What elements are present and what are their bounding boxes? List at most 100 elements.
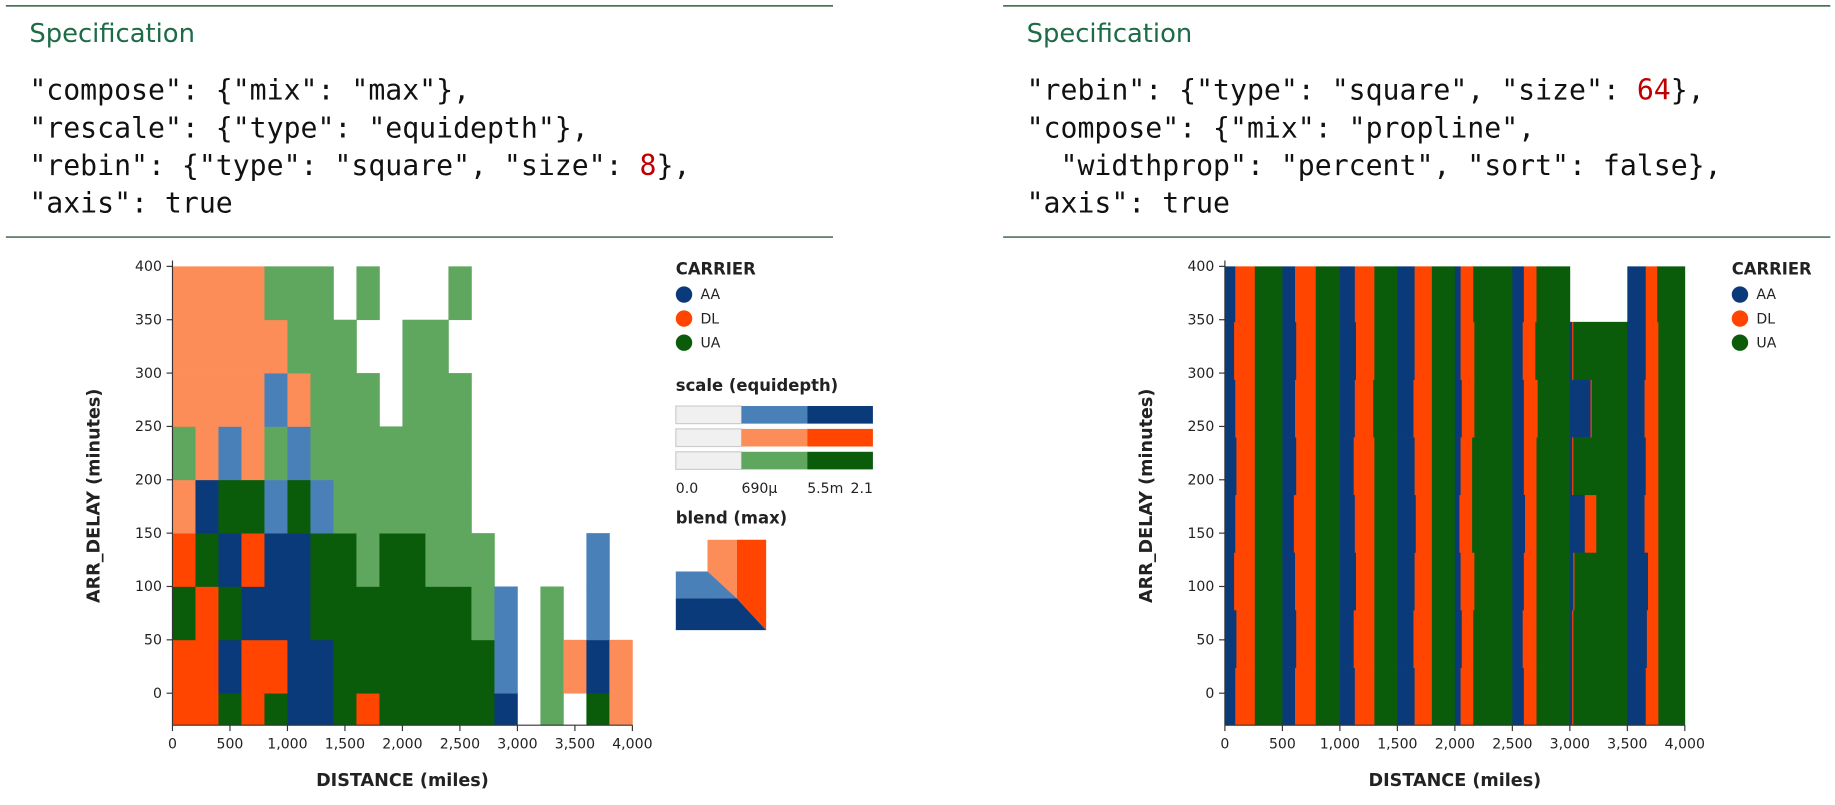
stripe <box>1236 609 1256 668</box>
stripe <box>1573 667 1628 726</box>
stripe <box>1315 667 1341 726</box>
x-tick-label: 1,000 <box>267 737 307 753</box>
cell <box>287 693 311 726</box>
code-text: "axis": true <box>29 186 232 219</box>
stripe <box>1460 667 1474 726</box>
stripe <box>1473 667 1513 726</box>
cell <box>195 373 219 427</box>
x-tick-label: 1,500 <box>325 737 365 753</box>
stripe <box>1282 494 1295 553</box>
stripe <box>1414 437 1433 496</box>
scale-title: scale (equidepth) <box>676 376 838 395</box>
cell <box>448 479 472 534</box>
cell <box>425 373 449 427</box>
stripe <box>1454 609 1463 668</box>
cell <box>563 639 587 694</box>
stripe <box>1224 552 1235 611</box>
cell <box>287 639 311 694</box>
cell <box>241 639 265 694</box>
x-tick-label: 0 <box>168 737 177 753</box>
stripe <box>1282 437 1297 496</box>
stripe <box>1536 552 1571 611</box>
stripe <box>1397 379 1414 438</box>
stripe <box>1536 667 1571 726</box>
stripe <box>1627 609 1648 668</box>
stripe <box>1460 552 1475 611</box>
stripe <box>1658 494 1686 553</box>
stripe <box>1524 494 1537 553</box>
stripe <box>1512 379 1525 438</box>
scale-segment <box>675 405 743 425</box>
cell <box>195 693 219 726</box>
stripe <box>1254 379 1283 438</box>
y-tick-label: 400 <box>1187 259 1214 275</box>
stripe <box>1644 379 1659 438</box>
cell <box>333 533 357 587</box>
cell <box>310 693 334 726</box>
stripe <box>1296 609 1317 668</box>
y-tick-label: 350 <box>1187 312 1214 328</box>
cell <box>402 533 426 587</box>
stripe <box>1293 494 1317 553</box>
stripe <box>1454 667 1461 726</box>
cell <box>379 533 403 587</box>
legend-swatch <box>1731 286 1749 303</box>
stripe <box>1644 494 1659 553</box>
x-tick-label: 500 <box>217 737 244 753</box>
cell <box>287 426 311 481</box>
stripe <box>1573 552 1575 611</box>
code-line: "axis": true <box>1027 186 1230 219</box>
cell <box>586 533 610 587</box>
stripe <box>1574 552 1628 611</box>
cell <box>402 639 426 694</box>
cell <box>195 639 219 694</box>
scale-segment <box>741 428 808 447</box>
cell <box>540 586 564 641</box>
stripe <box>1339 437 1355 496</box>
cell <box>241 586 265 641</box>
code-text: }, <box>1671 74 1705 107</box>
cell <box>471 693 495 726</box>
stripe <box>1354 494 1375 553</box>
cell <box>586 693 610 726</box>
cell <box>218 373 242 427</box>
stripe <box>1254 494 1283 553</box>
stripe <box>1569 609 1573 668</box>
stripe <box>1648 552 1659 611</box>
stripe <box>1569 494 1586 553</box>
stripe <box>1658 552 1686 611</box>
y-axis-label: ARR_DELAY (minutes) <box>85 389 105 603</box>
stripe <box>1627 667 1647 726</box>
stripe <box>1354 266 1375 323</box>
spec-title: Specification <box>29 19 195 49</box>
cell <box>609 693 633 726</box>
code-line: "rebin": {"type": "square", "size": 8}, <box>29 149 690 182</box>
stripe <box>1315 552 1341 611</box>
stripe <box>1584 494 1597 553</box>
cell <box>356 266 380 321</box>
stripe <box>1254 609 1283 668</box>
legend-label: UA <box>700 335 720 351</box>
cell <box>471 533 495 587</box>
stripe <box>1658 379 1686 438</box>
cell <box>241 533 265 587</box>
cell <box>241 266 265 321</box>
stripe <box>1569 667 1573 726</box>
stripe <box>1657 266 1686 323</box>
cell <box>379 639 403 694</box>
cell <box>195 426 219 481</box>
cell <box>333 319 357 374</box>
cell <box>310 479 334 534</box>
stripe <box>1224 609 1237 668</box>
x-tick-label: 2,500 <box>440 737 480 753</box>
y-tick-label: 300 <box>135 366 162 382</box>
stripe <box>1235 667 1256 726</box>
stripe <box>1315 379 1341 438</box>
cell <box>287 479 311 534</box>
stripe <box>1460 266 1474 323</box>
cell <box>425 533 449 587</box>
stripe <box>1454 437 1461 496</box>
cell <box>356 693 380 726</box>
code-text: "rescale": {"type": "equidepth"}, <box>29 111 588 144</box>
